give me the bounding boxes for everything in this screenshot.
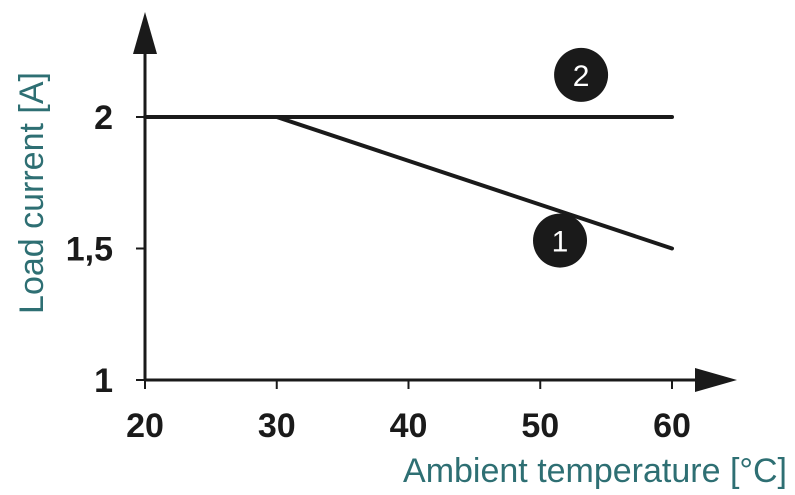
x-tick-label: 60 xyxy=(653,407,691,445)
y-tick-label: 1 xyxy=(94,362,113,400)
tick-labels: 20 30 40 50 60 1 1,5 2 xyxy=(66,99,691,445)
series-marker-2: 2 xyxy=(554,47,609,102)
y-tick-label: 2 xyxy=(94,99,113,137)
y-axis-arrow xyxy=(133,12,157,54)
marker-label: 2 xyxy=(573,60,590,93)
y-axis-title: Load current [A] xyxy=(13,72,51,314)
marker-circle xyxy=(554,47,609,102)
x-axis-title: Ambient temperature [°C] xyxy=(403,452,787,490)
series-markers: 12 xyxy=(533,47,609,268)
x-tick-label: 20 xyxy=(126,407,164,445)
y-tick-label: 1,5 xyxy=(66,231,113,269)
marker-label: 1 xyxy=(552,226,569,259)
x-tick-label: 30 xyxy=(258,407,296,445)
marker-circle xyxy=(533,213,588,268)
series-line-1 xyxy=(274,115,674,251)
series-marker-1: 1 xyxy=(533,213,588,268)
x-tick-label: 50 xyxy=(521,407,559,445)
axes xyxy=(133,12,737,392)
x-axis-arrow xyxy=(695,368,737,392)
x-tick-label: 40 xyxy=(390,407,428,445)
series-group xyxy=(143,115,674,251)
